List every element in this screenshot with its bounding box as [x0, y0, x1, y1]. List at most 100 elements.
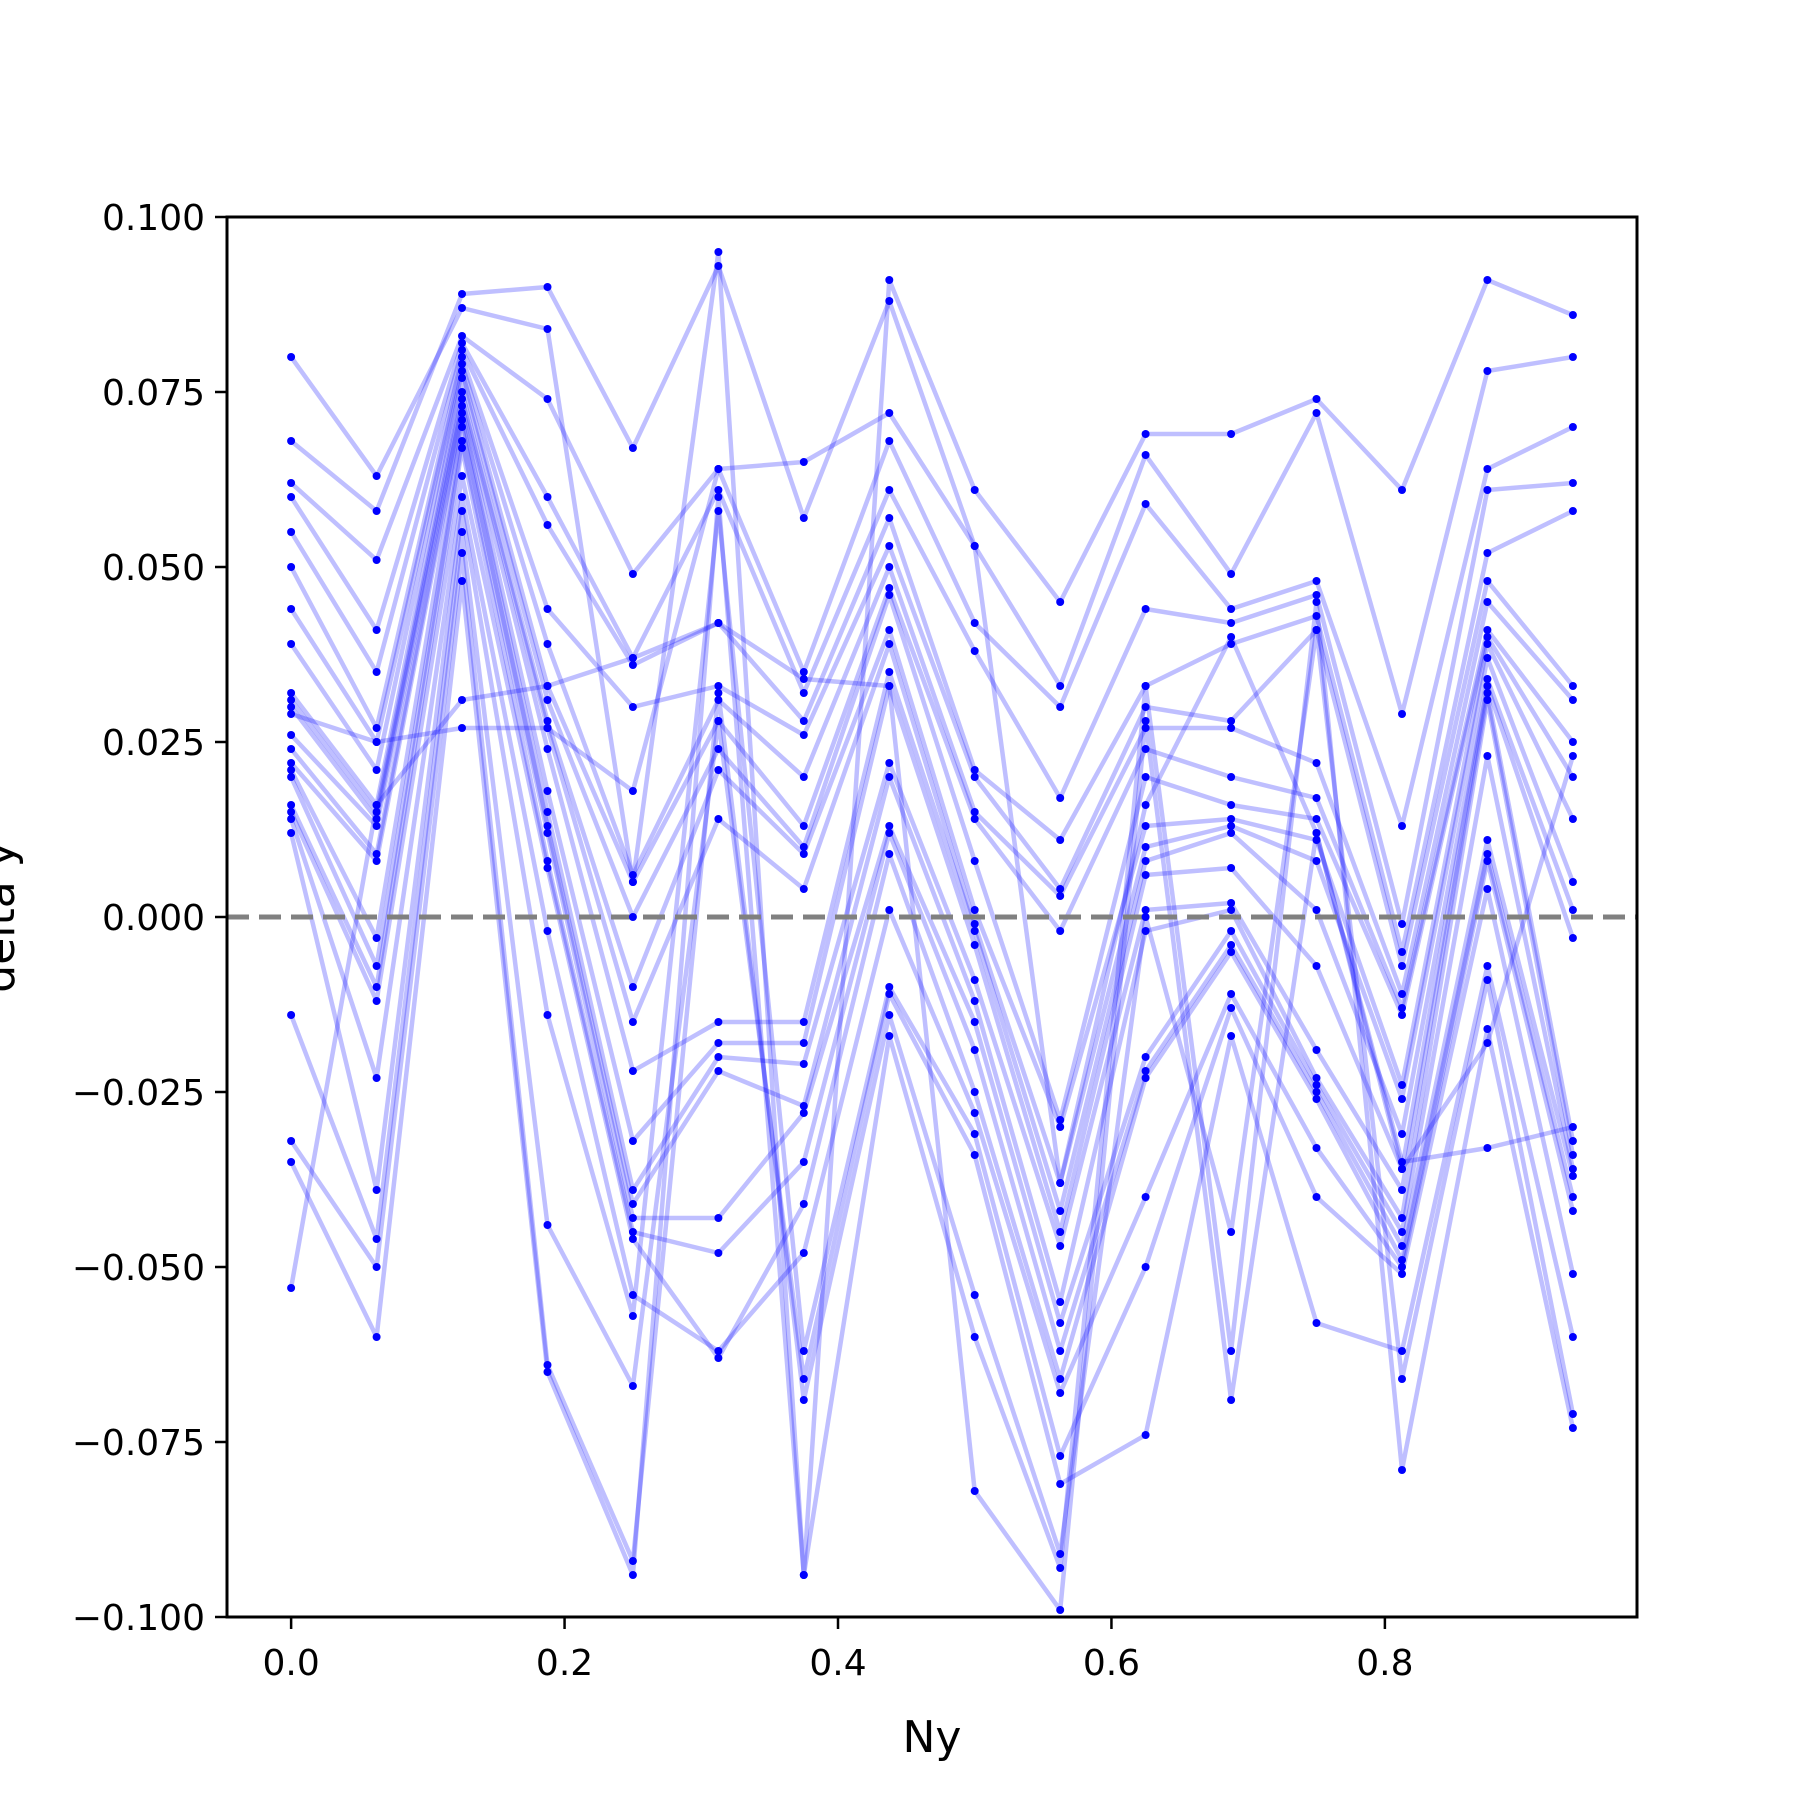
- data-point: [628, 1067, 637, 1075]
- data-point: [458, 388, 466, 396]
- data-point: [628, 1235, 637, 1243]
- data-point: [885, 297, 894, 305]
- data-point: [1483, 549, 1492, 557]
- data-point: [458, 437, 466, 445]
- data-point: [799, 1200, 808, 1208]
- data-point: [1483, 850, 1492, 858]
- data-point: [1141, 871, 1150, 879]
- data-point: [799, 1109, 808, 1117]
- data-point: [714, 619, 723, 627]
- data-point: [885, 1032, 894, 1040]
- data-point: [1141, 773, 1150, 781]
- data-point: [1227, 927, 1236, 935]
- data-point: [1141, 843, 1150, 851]
- data-point: [1483, 836, 1492, 844]
- data-point: [1227, 430, 1236, 438]
- data-point: [287, 437, 296, 445]
- data-point: [1483, 654, 1492, 662]
- series-line-17: [289, 445, 1576, 1354]
- series-line-19: [288, 494, 1576, 1396]
- data-point: [1398, 486, 1406, 494]
- data-point: [885, 514, 894, 522]
- x-tick-label: 0.2: [536, 1643, 593, 1684]
- data-point: [1398, 1466, 1406, 1474]
- data-point: [1483, 486, 1492, 494]
- data-point: [970, 997, 979, 1005]
- data-point: [970, 920, 979, 928]
- data-point: [287, 703, 296, 711]
- data-point: [628, 703, 637, 711]
- series-layer: [288, 249, 1576, 1613]
- data-point: [1483, 752, 1492, 760]
- data-point: [458, 493, 466, 501]
- data-point: [1141, 703, 1150, 711]
- data-point: [1312, 626, 1321, 634]
- data-point: [885, 626, 894, 634]
- data-point: [458, 507, 466, 515]
- data-point: [1568, 1410, 1577, 1418]
- y-tick-label: 0.000: [102, 898, 205, 939]
- data-point: [1483, 626, 1492, 634]
- data-point: [1056, 1375, 1065, 1383]
- data-point: [628, 661, 637, 669]
- y-tick-label: 0.075: [102, 373, 205, 414]
- data-point: [458, 528, 466, 536]
- data-point: [1568, 1123, 1577, 1131]
- data-point: [372, 850, 381, 858]
- data-point: [1312, 836, 1321, 844]
- data-point: [1398, 1214, 1406, 1222]
- data-point: [970, 976, 979, 984]
- data-point: [287, 745, 296, 753]
- data-point: [458, 724, 466, 732]
- data-point: [1483, 1144, 1492, 1152]
- data-point: [799, 717, 808, 725]
- data-point: [543, 864, 552, 872]
- data-point: [458, 304, 466, 312]
- data-point: [1568, 1333, 1577, 1341]
- data-point: [1312, 1074, 1321, 1082]
- data-point: [287, 759, 296, 767]
- data-point: [543, 395, 552, 403]
- data-point: [1568, 752, 1577, 760]
- data-point: [1312, 1144, 1321, 1152]
- data-point: [1227, 801, 1236, 809]
- data-point: [1398, 1165, 1406, 1173]
- data-point: [1227, 619, 1236, 627]
- data-point: [628, 787, 637, 795]
- data-point: [1141, 745, 1150, 753]
- series-line-12: [289, 403, 1576, 1214]
- data-point: [287, 479, 296, 487]
- data-point: [628, 913, 637, 921]
- data-point: [1056, 1319, 1065, 1327]
- data-point: [1398, 1263, 1406, 1271]
- data-point: [970, 815, 979, 823]
- data-point: [799, 1158, 808, 1166]
- data-point: [970, 1109, 979, 1117]
- data-point: [799, 675, 808, 683]
- data-point: [543, 521, 552, 529]
- data-point: [287, 563, 296, 571]
- data-point: [1141, 801, 1150, 809]
- data-point: [1398, 1158, 1406, 1166]
- data-point: [1398, 1270, 1406, 1278]
- data-point: [458, 353, 466, 361]
- data-point: [1568, 1151, 1577, 1159]
- data-point: [1483, 598, 1492, 606]
- data-point: [1398, 1347, 1406, 1355]
- data-point: [287, 1284, 296, 1292]
- data-point: [628, 1571, 637, 1579]
- data-point: [970, 486, 979, 494]
- data-point: [1227, 717, 1236, 725]
- data-point: [372, 724, 381, 732]
- data-point: [1568, 353, 1577, 361]
- series-line-1: [289, 249, 1574, 1578]
- y-axis: 0.100 0.075 0.050 0.025 0.000 −0.025 −0.050 −0.…: [72, 198, 227, 1639]
- data-point: [628, 1200, 637, 1208]
- data-point: [372, 808, 381, 816]
- data-point: [458, 416, 466, 424]
- data-point: [1483, 577, 1492, 585]
- data-point: [458, 360, 466, 368]
- data-point: [628, 1557, 637, 1565]
- data-point: [543, 787, 552, 795]
- series-line-22: [289, 550, 1576, 1564]
